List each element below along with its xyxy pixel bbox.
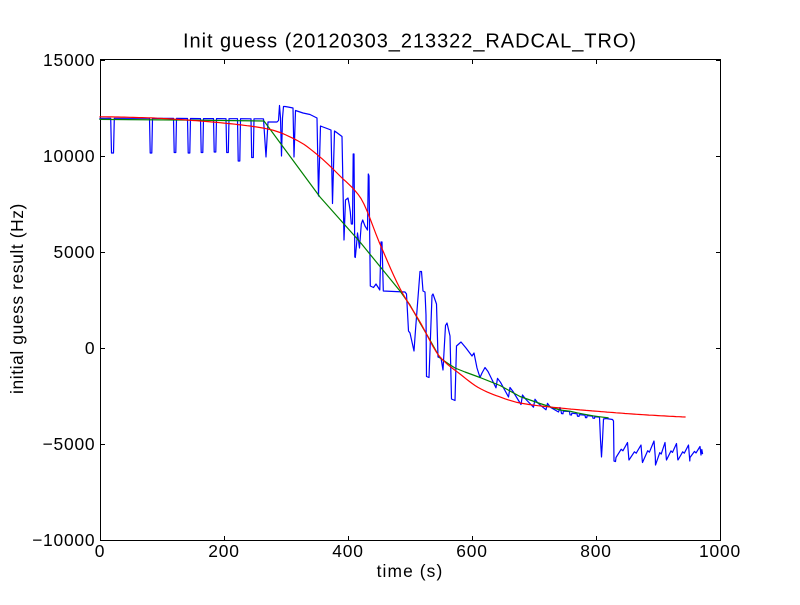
svg-text:200: 200 [208, 541, 239, 561]
svg-text:initial guess result (Hz): initial guess result (Hz) [7, 203, 27, 394]
svg-text:10000: 10000 [43, 146, 95, 166]
svg-text:600: 600 [456, 541, 487, 561]
svg-text:time (s): time (s) [377, 561, 444, 581]
svg-text:800: 800 [580, 541, 611, 561]
svg-text:400: 400 [332, 541, 363, 561]
svg-text:0: 0 [95, 541, 105, 561]
svg-text:1000: 1000 [699, 541, 741, 561]
svg-text:−10000: −10000 [32, 530, 95, 550]
svg-text:Init guess (20120303_213322_RA: Init guess (20120303_213322_RADCAL_TRO) [183, 31, 637, 53]
svg-text:−5000: −5000 [43, 434, 96, 454]
svg-text:5000: 5000 [54, 242, 96, 262]
svg-text:15000: 15000 [43, 50, 95, 70]
svg-text:0: 0 [85, 338, 95, 358]
